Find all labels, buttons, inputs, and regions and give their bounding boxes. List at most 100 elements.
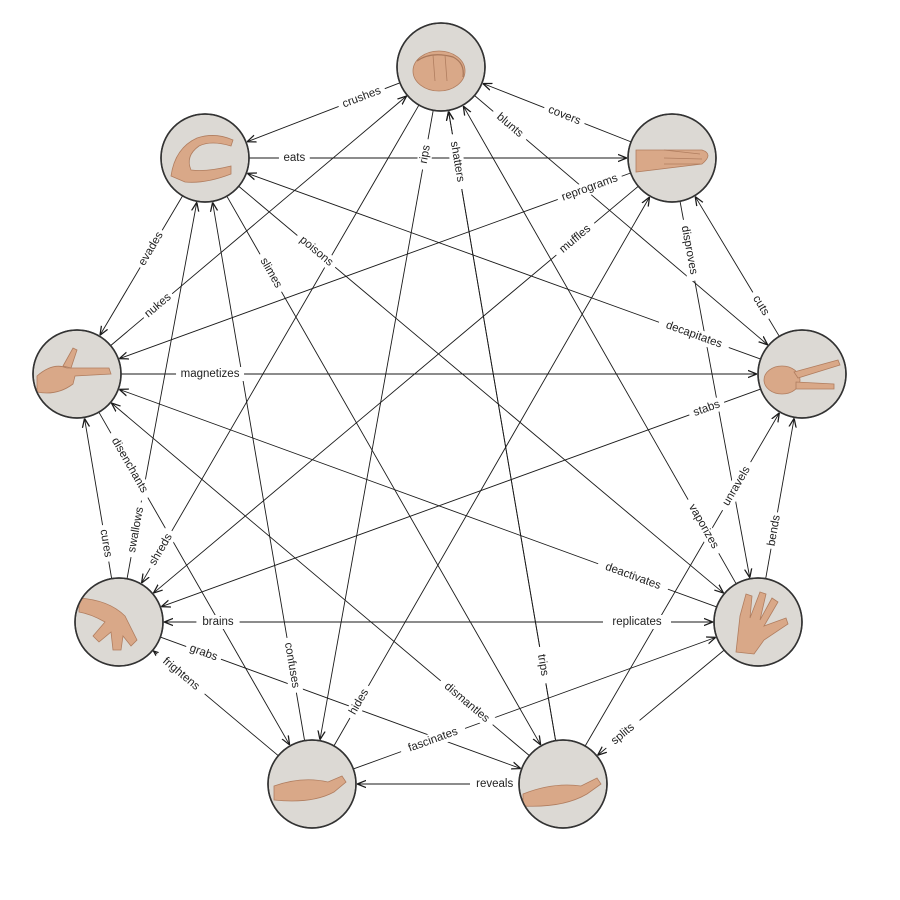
gesture-node-paper xyxy=(627,113,717,203)
edge-label-background xyxy=(124,501,149,559)
edge-label: muffles xyxy=(557,223,593,256)
edge-label-group: rips xyxy=(415,137,435,171)
edge-hides xyxy=(333,197,650,747)
edge-label-background xyxy=(676,218,702,282)
edge-label-group: covers xyxy=(541,101,588,131)
edge-label: disenchants xyxy=(109,436,150,495)
edge-label: decapitates xyxy=(664,319,724,350)
hand-shape xyxy=(763,365,801,395)
node-border xyxy=(627,113,717,203)
edge-label-background xyxy=(716,458,757,514)
edge-label-group: shreds xyxy=(144,527,178,572)
edge-label-group: disenchants xyxy=(104,429,154,502)
edge-label-group: splits xyxy=(601,715,645,754)
edge-label-background xyxy=(555,169,625,207)
node-border xyxy=(396,22,486,112)
gesture-node-fire xyxy=(713,577,803,667)
gesture-node-scissors xyxy=(757,329,847,419)
edge-label: unravels xyxy=(720,464,752,508)
fist-hand-icon xyxy=(412,50,466,92)
edge-label-background xyxy=(95,523,116,563)
edge-label: covers xyxy=(546,104,582,128)
edge-label-group: nukes xyxy=(139,288,177,323)
edge-label-group: hides xyxy=(343,682,375,722)
edge-label-group: brains xyxy=(196,615,240,629)
edge-label-group: magnetizes xyxy=(176,367,245,381)
edge-label-background xyxy=(686,395,727,422)
edge-label: reveals xyxy=(476,778,513,790)
edge-label-background xyxy=(445,133,469,191)
edge-label: deactivates xyxy=(604,561,663,592)
edge-label: bends xyxy=(766,514,783,547)
edge-label-group: trips xyxy=(532,645,553,685)
node-border xyxy=(713,577,803,667)
edge-label: disproves xyxy=(679,225,700,276)
edge-label-background xyxy=(436,675,498,731)
edge-label-background xyxy=(595,557,671,596)
edge-label-background xyxy=(196,615,240,629)
edge-label-background xyxy=(292,230,340,273)
edge-label-background xyxy=(470,777,520,791)
hand-shape xyxy=(432,54,448,82)
edge-label: magnetizes xyxy=(181,368,240,380)
edge-label-background xyxy=(541,101,588,131)
gesture-node-air xyxy=(267,739,357,829)
edge-label-group: fascinates xyxy=(398,721,468,759)
edge-label-group: replicates xyxy=(603,615,671,629)
hand-shape xyxy=(795,381,835,390)
edge-label: replicates xyxy=(612,616,661,628)
edge-label-background xyxy=(343,682,375,722)
edge-label: reprograms xyxy=(560,172,620,203)
edge-label-background xyxy=(601,715,645,754)
edge-label-background xyxy=(139,288,177,323)
node-border xyxy=(32,329,122,419)
edge-label-group: poisons xyxy=(292,230,340,273)
hand-shape xyxy=(663,149,703,165)
nodes-layer xyxy=(32,22,847,829)
edge-label-group: evades xyxy=(134,226,169,271)
edge-label: cures xyxy=(97,528,114,558)
edge-label-group: confuses xyxy=(280,636,304,694)
hand-shape xyxy=(170,135,234,183)
hand-shape xyxy=(273,775,347,802)
edge-label-background xyxy=(532,645,553,685)
edge-label-background xyxy=(183,639,224,666)
edge-label-group: cures xyxy=(95,523,116,563)
edge-label: brains xyxy=(202,616,234,628)
edge-bends xyxy=(765,418,794,579)
edge-label-background xyxy=(764,511,785,551)
edge-label: frightens xyxy=(160,655,202,693)
flat-hand-hand-icon xyxy=(635,149,709,173)
edge-label-background xyxy=(280,636,304,694)
edge-shreds xyxy=(142,104,420,583)
edge-label-background xyxy=(603,615,671,629)
spread-fingers-hand-icon xyxy=(735,591,789,655)
hand-shape xyxy=(735,591,789,655)
edge-label: nukes xyxy=(142,291,173,320)
edge-label-group: cuts xyxy=(746,288,775,323)
edge-label-group: slimes xyxy=(253,250,288,296)
edge-label-background xyxy=(488,106,531,145)
edge-label: dismantles xyxy=(442,680,492,725)
hand-shape xyxy=(78,597,138,651)
edge-stabs xyxy=(161,388,761,607)
edge-label-background xyxy=(253,250,288,296)
edge-label: trips xyxy=(535,653,551,677)
hand-shape xyxy=(412,50,466,92)
edge-label-background xyxy=(336,82,388,113)
edge-shatters xyxy=(449,111,557,741)
edge-label-group: disproves xyxy=(676,218,702,282)
edge-label-group: muffles xyxy=(551,217,599,261)
edge-label-group: eats xyxy=(278,151,310,165)
edge-label-background xyxy=(144,527,178,572)
hand-shape xyxy=(635,149,709,173)
edge-label-background xyxy=(176,367,245,381)
edge-label-group: deactivates xyxy=(595,557,671,596)
edge-label-group: swallows xyxy=(124,501,149,559)
node-border xyxy=(518,739,608,829)
edge-label-group: bends xyxy=(764,511,785,551)
edge-label-group: blunts xyxy=(488,106,531,145)
finger-gun-hand-icon xyxy=(36,347,112,394)
